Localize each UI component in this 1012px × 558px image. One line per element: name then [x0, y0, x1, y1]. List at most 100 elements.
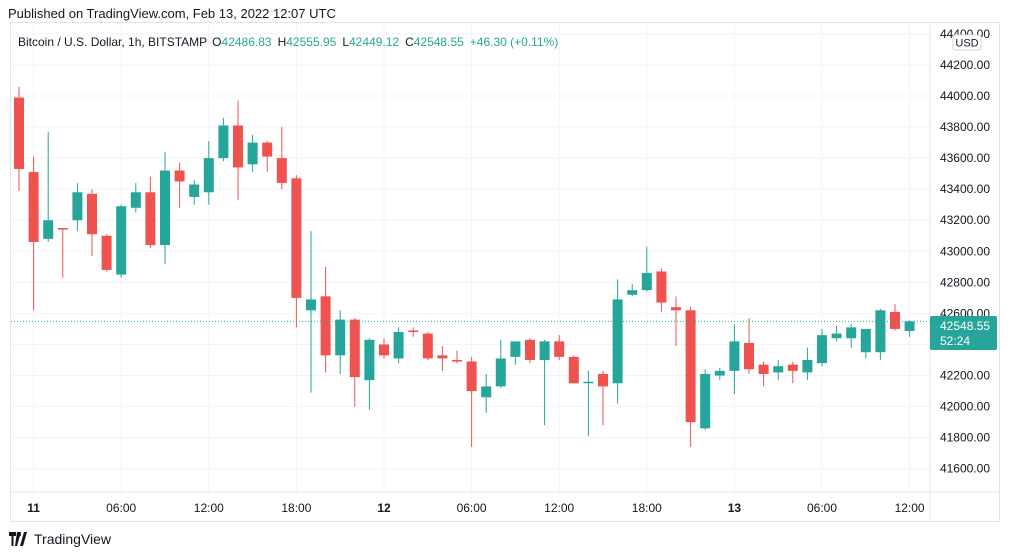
candle[interactable] [203, 141, 214, 205]
candle[interactable] [276, 127, 287, 190]
legend-low: 42449.12 [349, 35, 399, 49]
candle-body [495, 358, 506, 387]
candle[interactable] [860, 328, 871, 359]
candle[interactable] [641, 246, 652, 292]
candle-body [43, 220, 54, 239]
candle-body [860, 328, 871, 353]
candle-body [174, 170, 185, 182]
candle[interactable] [714, 367, 725, 381]
candle[interactable] [875, 308, 886, 360]
candle-body [408, 330, 419, 333]
y-tick-label: 41600.00 [940, 462, 990, 476]
candle[interactable] [14, 86, 24, 191]
candle[interactable] [671, 296, 681, 347]
candle[interactable] [787, 361, 798, 384]
candle[interactable] [598, 370, 608, 426]
candle-body [539, 341, 550, 360]
candle[interactable] [729, 324, 740, 395]
x-tick-label: 18:00 [281, 501, 311, 515]
candle[interactable] [364, 338, 375, 410]
candle[interactable] [890, 304, 900, 331]
candle-body [831, 333, 842, 339]
candle-body [612, 299, 623, 384]
x-tick-label: 12:00 [544, 501, 574, 515]
candle[interactable] [145, 176, 156, 249]
candle[interactable] [817, 328, 827, 367]
candle[interactable] [116, 204, 127, 278]
candle[interactable] [846, 324, 857, 348]
candle[interactable] [437, 346, 448, 371]
candle[interactable] [335, 310, 346, 374]
legend-symbol: Bitcoin / U.S. Dollar, 1h, BITSTAMP [18, 35, 207, 49]
candle[interactable] [43, 131, 54, 242]
candle[interactable] [422, 332, 433, 360]
candle[interactable] [218, 117, 229, 162]
candle-body [802, 359, 813, 373]
candle[interactable] [247, 134, 258, 173]
candle[interactable] [802, 347, 813, 381]
legend-open-label: O [212, 35, 221, 49]
candle-body [627, 290, 638, 295]
candle[interactable] [101, 234, 112, 272]
candle[interactable] [393, 327, 404, 364]
candle[interactable] [466, 356, 477, 447]
candle[interactable] [160, 151, 170, 264]
candle[interactable] [744, 318, 754, 374]
candle[interactable] [291, 175, 302, 328]
footer-brand[interactable]: TradingView [8, 531, 111, 547]
candle-body [364, 339, 375, 381]
candle[interactable] [233, 100, 243, 201]
candle[interactable] [773, 359, 784, 381]
candle[interactable] [539, 339, 550, 426]
candle[interactable] [481, 373, 492, 413]
candle-body [28, 172, 39, 242]
candle-body [116, 206, 127, 275]
chart-legend: Bitcoin / U.S. Dollar, 1h, BITSTAMP O4248… [18, 35, 558, 49]
currency-badge[interactable]: USD [952, 34, 982, 51]
legend-high-label: H [278, 35, 287, 49]
candle[interactable] [554, 335, 565, 360]
candle[interactable] [306, 231, 316, 393]
y-tick-label: 43200.00 [940, 213, 990, 227]
candle[interactable] [656, 268, 667, 312]
candle[interactable] [612, 279, 623, 404]
candle[interactable] [510, 341, 521, 365]
candle[interactable] [130, 182, 141, 213]
candle[interactable] [758, 361, 769, 387]
candle[interactable] [262, 141, 273, 173]
candle[interactable] [87, 189, 97, 256]
candle[interactable] [627, 283, 638, 297]
candle[interactable] [379, 338, 389, 359]
candle[interactable] [568, 355, 579, 384]
candle[interactable] [72, 182, 83, 232]
chart-frame[interactable] [10, 22, 1000, 522]
candle[interactable] [452, 350, 462, 364]
candle[interactable] [831, 325, 842, 342]
candle[interactable] [320, 266, 331, 373]
candle-body [262, 142, 273, 157]
candle[interactable] [174, 162, 185, 208]
legend-open: 42486.83 [222, 35, 272, 49]
candle-body [72, 192, 83, 221]
candle[interactable] [408, 327, 419, 337]
candle[interactable] [189, 179, 200, 205]
candle[interactable] [525, 338, 535, 364]
candle[interactable] [904, 320, 915, 337]
candle[interactable] [685, 307, 696, 447]
candle-body [306, 299, 316, 311]
candle[interactable] [700, 369, 711, 430]
candle[interactable] [495, 339, 506, 388]
time-axis[interactable]: 11 06:00 12:00 18:00 12 06:00 12:00 18:00 13 06:0… [11, 491, 999, 515]
candle[interactable] [57, 227, 68, 278]
candle[interactable] [349, 318, 360, 407]
candle-body [233, 125, 243, 168]
candle[interactable] [583, 370, 594, 437]
candle-body [276, 158, 287, 183]
candle-body [14, 97, 24, 169]
legend-close: 42548.55 [414, 35, 464, 49]
x-tick-label: 12:00 [194, 501, 224, 515]
price-axis[interactable]: 41600.0041800.0042000.0042200.0042400.00… [929, 23, 990, 522]
candle-body [87, 193, 97, 235]
candle[interactable] [28, 156, 39, 311]
